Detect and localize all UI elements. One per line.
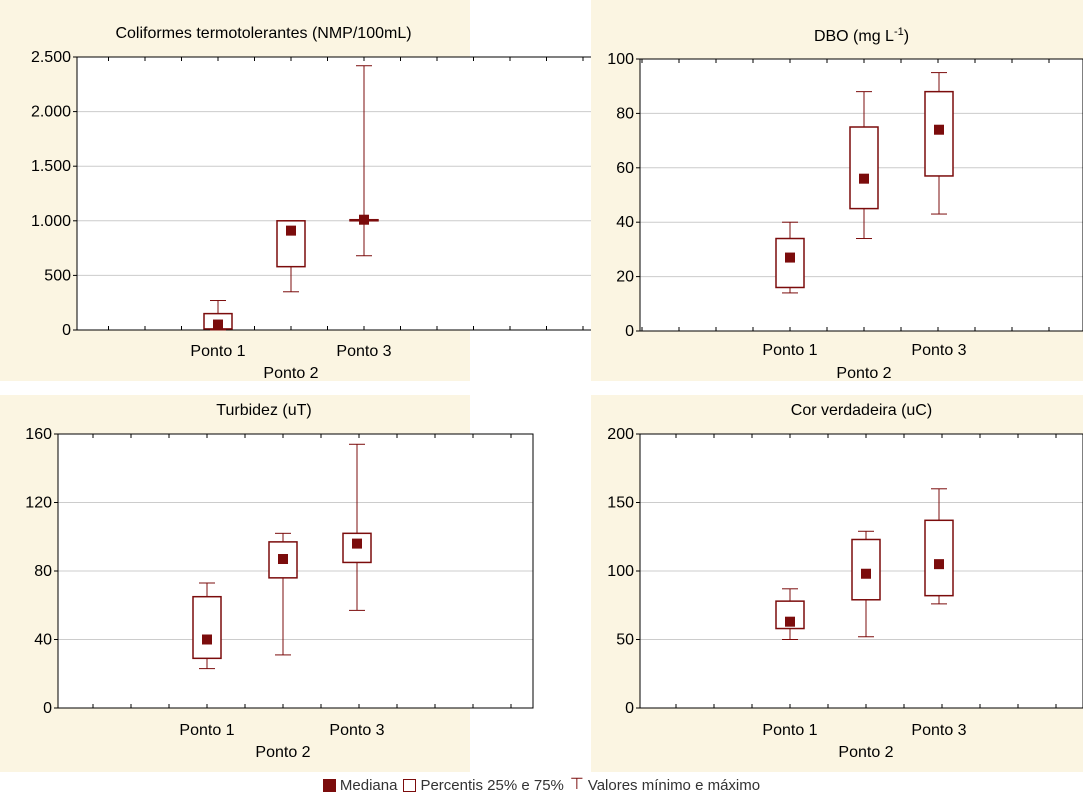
- box-group: [268, 532, 298, 656]
- chart-title-superscript: -1: [894, 26, 904, 38]
- box-group: [342, 443, 372, 611]
- category-label: Ponto 1: [190, 343, 245, 360]
- category-label: Ponto 1: [179, 722, 234, 739]
- legend-box-label: Percentis 25% e 75%: [420, 776, 564, 794]
- category-label: Ponto 3: [336, 343, 391, 360]
- iqr-box: [775, 237, 805, 289]
- chart-title: Cor verdadeira (uC): [791, 402, 932, 419]
- box-group: [849, 91, 879, 240]
- iqr-box: [849, 126, 879, 210]
- median-marker: [213, 319, 223, 330]
- y-tick-label: 2.500: [31, 49, 71, 66]
- legend-box-item: Percentis 25% e 75%: [403, 776, 564, 794]
- category-label: Ponto 2: [838, 744, 893, 761]
- category-label: Ponto 2: [263, 365, 318, 382]
- y-tick-label: 0: [625, 700, 634, 717]
- legend-box-swatch: [403, 778, 417, 792]
- y-tick-label: 1.000: [31, 213, 71, 230]
- legend-median-swatch: [322, 778, 336, 792]
- y-tick-label: 100: [607, 563, 634, 580]
- boxplot-figure: Coliformes termotolerantes (NMP/100mL) 0 5…: [0, 0, 1083, 772]
- median-marker: [934, 559, 944, 570]
- y-tick-label: 80: [616, 105, 634, 122]
- y-tick-label: 50: [616, 632, 634, 649]
- y-tick-label: 200: [607, 426, 634, 443]
- median-marker: [286, 225, 296, 236]
- median-marker: [859, 173, 869, 184]
- box-group: [775, 588, 805, 640]
- legend-median-label: Mediana: [339, 776, 398, 794]
- legend: Mediana Percentis 25% e 75% ⊤ Valores mí…: [0, 773, 1083, 797]
- legend-whisker-label: Valores mínimo e máximo: [587, 776, 761, 794]
- chart-title-end: ): [904, 28, 909, 45]
- y-tick-label: 2.000: [31, 104, 71, 121]
- y-tick-label: 500: [44, 267, 71, 284]
- y-tick-label: 150: [607, 495, 634, 512]
- box-group: [851, 530, 881, 638]
- median-marker: [785, 252, 795, 263]
- plot-frame: [639, 58, 1083, 332]
- y-tick-label: 0: [62, 322, 71, 339]
- legend-whisker-item: ⊤ Valores mínimo e máximo: [570, 777, 760, 794]
- box-group: [924, 488, 954, 605]
- y-tick-label: 160: [25, 426, 52, 443]
- category-label: Ponto 2: [255, 744, 310, 761]
- box-group: [775, 221, 805, 294]
- y-tick-label: 120: [25, 495, 52, 512]
- chart-title: Coliformes termotolerantes (NMP/100mL): [115, 25, 411, 42]
- plot-area: [77, 57, 648, 330]
- y-tick-label: 0: [43, 700, 52, 717]
- y-tick-label: 40: [616, 214, 634, 231]
- box-group: [349, 65, 379, 257]
- chart-panel-1: Coliformes termotolerantes (NMP/100mL) 0 5…: [0, 0, 649, 382]
- category-label: Ponto 3: [329, 722, 384, 739]
- y-tick-label: 100: [607, 51, 634, 68]
- category-label: Ponto 1: [762, 342, 817, 359]
- chart-title: Turbidez (uT): [216, 402, 311, 419]
- median-marker: [278, 554, 288, 565]
- chart-panel-3: Turbidez (uT) 0 40 80 120 160 Ponto 1 Ponto 2 Po…: [0, 395, 534, 772]
- median-marker: [359, 214, 369, 225]
- iqr-box: [924, 519, 954, 597]
- category-label: Ponto 2: [836, 365, 891, 382]
- chart-title: DBO (mg L-1): [814, 26, 909, 45]
- median-marker: [202, 634, 212, 645]
- iqr-box: [192, 595, 222, 660]
- category-label: Ponto 3: [911, 342, 966, 359]
- y-tick-label: 0: [625, 323, 634, 340]
- y-tick-label: 20: [616, 269, 634, 286]
- category-label: Ponto 1: [762, 722, 817, 739]
- legend-median-item: Mediana: [322, 776, 398, 794]
- box-group: [924, 72, 954, 215]
- y-tick-label: 40: [34, 632, 52, 649]
- y-tick-label: 1.500: [31, 158, 71, 175]
- median-marker: [861, 568, 871, 579]
- chart-panel-2: DBO (mg L-1) 0 20 40 60 80 100 Ponto 1 Ponto 2 Po…: [591, 0, 1083, 382]
- median-marker: [785, 616, 795, 627]
- legend-whisker-icon: ⊤: [569, 776, 584, 793]
- category-label: Ponto 3: [911, 722, 966, 739]
- y-tick-label: 60: [616, 160, 634, 177]
- box-group: [192, 582, 222, 670]
- median-marker: [934, 124, 944, 135]
- y-tick-label: 80: [34, 563, 52, 580]
- box-group: [203, 300, 233, 331]
- median-marker: [352, 538, 362, 549]
- box-group: [276, 220, 306, 293]
- chart-panel-4: Cor verdadeira (uC) 0 50 100 150 200 Ponto 1 Po…: [591, 395, 1083, 772]
